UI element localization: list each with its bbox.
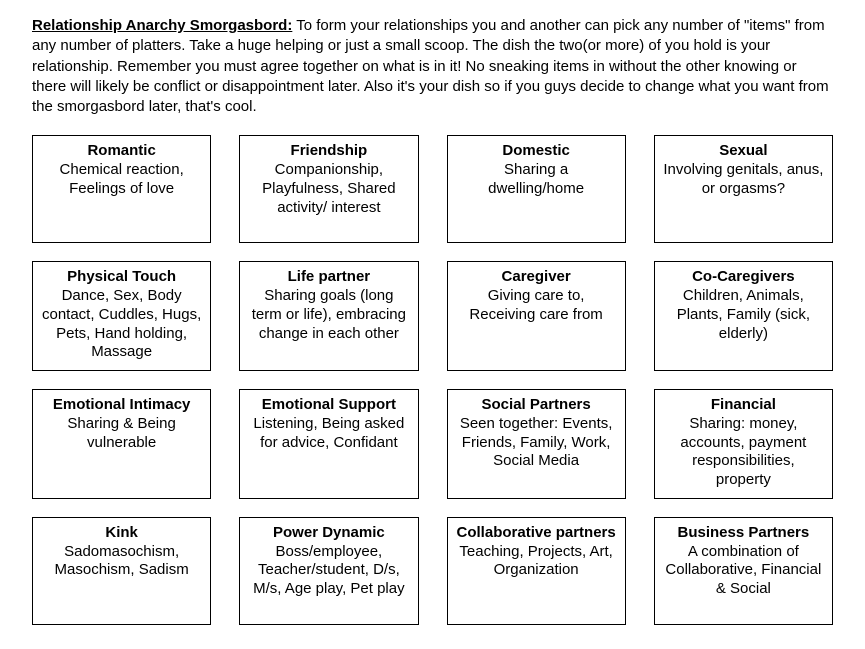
cell-kink: Kink Sadomasochism, Masochism, Sadism <box>32 517 211 625</box>
cell-desc: Seen together: Events, Friends, Family, … <box>456 415 617 471</box>
cell-caregiver: Caregiver Giving care to, Receiving care… <box>447 261 626 371</box>
cell-physical-touch: Physical Touch Dance, Sex, Body contact,… <box>32 261 211 371</box>
cell-life-partner: Life partner Sharing goals (long term or… <box>239 261 418 371</box>
cell-desc: Sharing goals (long term or life), embra… <box>248 287 409 343</box>
cell-title: Domestic <box>456 142 617 161</box>
cell-desc: A combination of Collaborative, Financia… <box>663 543 824 599</box>
cell-financial: Financial Sharing: money, accounts, paym… <box>654 389 833 499</box>
cell-desc: Giving care to, Receiving care from <box>456 287 617 325</box>
cell-social-partners: Social Partners Seen together: Events, F… <box>447 389 626 499</box>
cell-title: Co-Caregivers <box>663 268 824 287</box>
cell-desc: Sharing: money, accounts, payment respon… <box>663 415 824 490</box>
cell-title: Financial <box>663 396 824 415</box>
cell-desc: Sharing & Being vulnerable <box>41 415 202 453</box>
cell-desc: Dance, Sex, Body contact, Cuddles, Hugs,… <box>41 287 202 362</box>
cell-desc: Listening, Being asked for advice, Confi… <box>248 415 409 453</box>
cell-power-dynamic: Power Dynamic Boss/employee, Teacher/stu… <box>239 517 418 625</box>
cell-title: Collaborative partners <box>456 524 617 543</box>
cell-desc: Sadomasochism, Masochism, Sadism <box>41 543 202 581</box>
cell-title: Sexual <box>663 142 824 161</box>
cell-desc: Boss/employee, Teacher/student, D/s, M/s… <box>248 543 409 599</box>
cell-desc: Involving genitals, anus, or orgasms? <box>663 161 824 199</box>
cell-friendship: Friendship Companionship, Playfulness, S… <box>239 135 418 243</box>
heading-paragraph: Relationship Anarchy Smorgasbord: To for… <box>32 16 833 117</box>
cell-desc: Sharing a dwelling/home <box>456 161 617 199</box>
cell-title: Romantic <box>41 142 202 161</box>
smorgasbord-grid: Romantic Chemical reaction, Feelings of … <box>32 135 833 625</box>
cell-title: Social Partners <box>456 396 617 415</box>
cell-business-partners: Business Partners A combination of Colla… <box>654 517 833 625</box>
cell-co-caregivers: Co-Caregivers Children, Animals, Plants,… <box>654 261 833 371</box>
cell-title: Life partner <box>248 268 409 287</box>
cell-desc: Companionship, Playfulness, Shared activ… <box>248 161 409 217</box>
cell-desc: Chemical reaction, Feelings of love <box>41 161 202 199</box>
cell-domestic: Domestic Sharing a dwelling/home <box>447 135 626 243</box>
cell-title: Kink <box>41 524 202 543</box>
cell-desc: Teaching, Projects, Art, Organization <box>456 543 617 581</box>
cell-title: Emotional Intimacy <box>41 396 202 415</box>
cell-title: Caregiver <box>456 268 617 287</box>
cell-desc: Children, Animals, Plants, Family (sick,… <box>663 287 824 343</box>
cell-title: Business Partners <box>663 524 824 543</box>
cell-title: Power Dynamic <box>248 524 409 543</box>
heading-title: Relationship Anarchy Smorgasbord: <box>32 17 292 34</box>
cell-title: Physical Touch <box>41 268 202 287</box>
cell-collaborative-partners: Collaborative partners Teaching, Project… <box>447 517 626 625</box>
cell-title: Friendship <box>248 142 409 161</box>
cell-emotional-intimacy: Emotional Intimacy Sharing & Being vulne… <box>32 389 211 499</box>
cell-title: Emotional Support <box>248 396 409 415</box>
cell-romantic: Romantic Chemical reaction, Feelings of … <box>32 135 211 243</box>
cell-emotional-support: Emotional Support Listening, Being asked… <box>239 389 418 499</box>
cell-sexual: Sexual Involving genitals, anus, or orga… <box>654 135 833 243</box>
